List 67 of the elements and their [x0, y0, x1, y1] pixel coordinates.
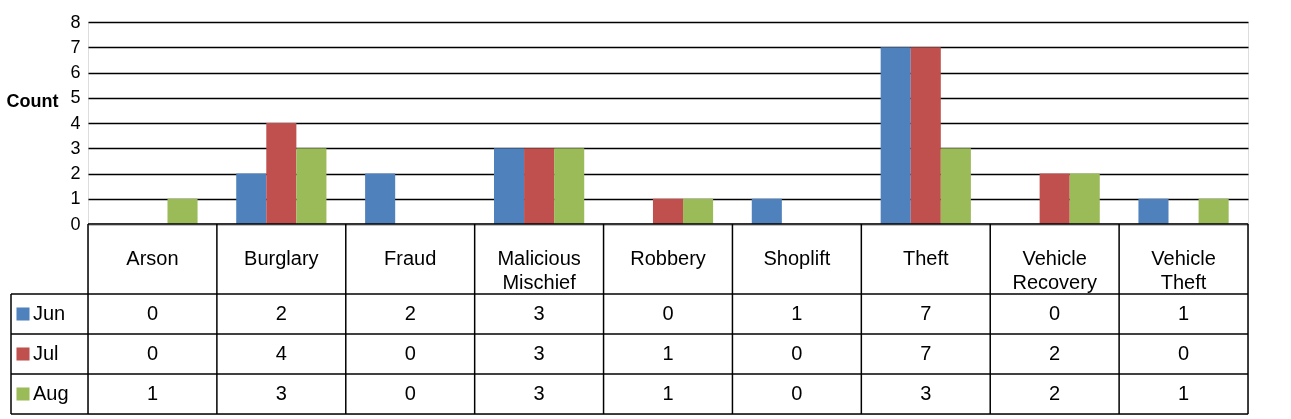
data-label: 1	[1177, 302, 1190, 324]
bar	[365, 173, 396, 224]
legend-label: Jun	[33, 302, 66, 324]
bar	[1069, 173, 1100, 224]
data-label: 2	[275, 302, 287, 324]
data-label: 3	[533, 382, 545, 404]
bar	[880, 47, 911, 224]
bar	[940, 148, 971, 224]
data-label: 3	[533, 302, 545, 324]
y-tick-label: 7	[70, 36, 81, 57]
bar	[167, 198, 198, 224]
data-label: 2	[404, 302, 416, 324]
x-tick-label: Vehicle Recovery	[1012, 247, 1097, 293]
bar	[751, 198, 782, 224]
data-label: 1	[1177, 382, 1190, 404]
x-tick-label: Theft	[902, 247, 950, 269]
y-tick-label: 0	[70, 213, 81, 234]
bar	[1198, 198, 1229, 224]
bar	[554, 148, 585, 224]
data-label: 3	[275, 382, 287, 404]
bar	[1039, 173, 1070, 224]
data-label: 0	[146, 302, 159, 324]
y-tick-label: 8	[70, 11, 81, 32]
x-tick-label: Robbery	[630, 247, 706, 269]
bar	[910, 47, 941, 224]
data-label: 0	[791, 342, 803, 364]
y-tick-label: 6	[70, 62, 81, 82]
data-label: 0	[146, 342, 159, 364]
y-tick-label: 5	[70, 87, 81, 108]
data-label: 0	[1049, 302, 1061, 324]
bar	[524, 148, 555, 224]
bar	[236, 173, 267, 224]
data-label: 0	[404, 382, 416, 404]
data-label: 0	[662, 302, 674, 324]
y-tick-label: 3	[70, 137, 81, 158]
x-tick-label: Shoplift	[763, 247, 831, 269]
data-label: 2	[1049, 342, 1061, 364]
data-label: 1	[146, 382, 159, 404]
data-label: 0	[791, 382, 803, 404]
x-tick-label: Fraud	[384, 247, 437, 269]
legend-label: Aug	[33, 382, 69, 404]
y-axis-title: Count	[6, 90, 59, 111]
data-label: 2	[1049, 382, 1061, 404]
data-label: 1	[662, 382, 674, 404]
bar	[652, 198, 684, 224]
data-label: 1	[791, 302, 803, 324]
y-tick-label: 2	[70, 163, 81, 183]
data-label: 4	[275, 342, 287, 364]
bar	[296, 148, 327, 224]
x-tick-label: Arson	[126, 247, 179, 269]
x-tick-label: Vehicle Theft	[1151, 247, 1216, 293]
data-label: 7	[920, 342, 932, 364]
x-tick-label: Malicious Mischief	[497, 247, 581, 293]
data-label: 0	[1177, 342, 1190, 364]
data-label: 3	[920, 382, 932, 404]
bar	[683, 198, 714, 224]
legend-label: Jul	[33, 342, 59, 364]
bar	[494, 148, 525, 224]
y-tick-label: 1	[70, 188, 81, 209]
y-tick-label: 4	[70, 112, 81, 133]
bar	[1138, 198, 1169, 224]
data-label: 1	[662, 342, 674, 364]
data-label: 0	[404, 342, 416, 364]
data-label: 7	[920, 302, 932, 324]
data-label: 3	[533, 342, 545, 364]
x-tick-label: Burglary	[244, 247, 319, 269]
bar	[266, 123, 297, 224]
